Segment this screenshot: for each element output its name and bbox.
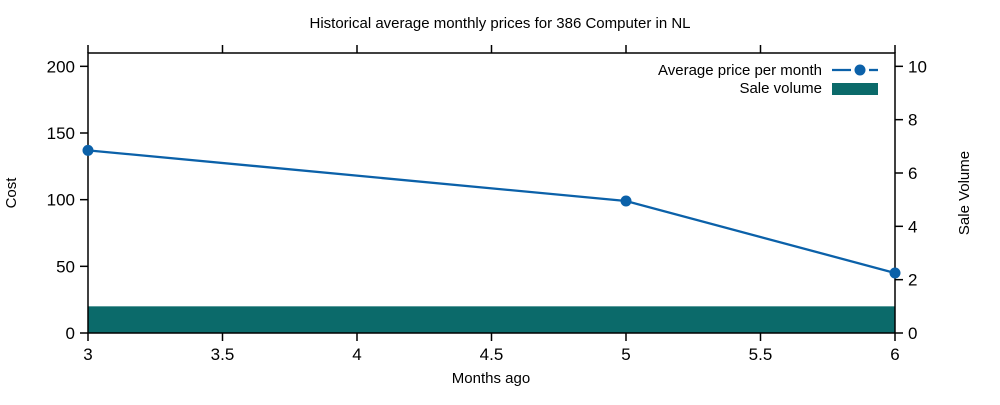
legend-label-sale-volume: Sale volume — [739, 80, 822, 97]
x-tick-label: 3 — [83, 345, 92, 364]
y-right-tick-label: 10 — [908, 57, 927, 76]
y-axis-label-left: Cost — [3, 177, 20, 209]
y-left-tick-label: 150 — [47, 124, 75, 143]
x-tick-label: 3.5 — [211, 345, 235, 364]
price-point — [82, 144, 94, 156]
x-tick-label: 4.5 — [480, 345, 504, 364]
y-right-tick-label: 8 — [908, 111, 917, 130]
x-tick-label: 4 — [352, 345, 361, 364]
legend-label-average-price: Average price per month — [658, 62, 822, 79]
legend-samples — [832, 64, 878, 95]
legend-marker-sample — [854, 64, 866, 76]
chart-title: Historical average monthly prices for 38… — [310, 15, 691, 32]
y-right-tick-label: 4 — [908, 217, 917, 236]
x-tick-label: 5 — [621, 345, 630, 364]
y-right-tick-label: 0 — [908, 324, 917, 343]
price-point — [889, 267, 901, 279]
legend: Average price per month Sale volume — [658, 62, 878, 97]
y-left-tick-label: 100 — [47, 191, 75, 210]
y-right-tick-label: 6 — [908, 164, 917, 183]
x-tick-label: 5.5 — [749, 345, 773, 364]
y-left-tick-label: 0 — [66, 324, 75, 343]
y-axis-label-right: Sale Volume — [956, 151, 973, 235]
x-axis-label: Months ago — [452, 370, 530, 387]
legend-bar-sample — [832, 83, 878, 95]
y-left-tick-label: 200 — [47, 57, 75, 76]
sale-volume-bar — [88, 306, 895, 333]
y-left-tick-label: 50 — [56, 257, 75, 276]
price-line — [87, 149, 896, 275]
x-tick-label: 6 — [890, 345, 899, 364]
price-point — [620, 195, 632, 207]
y-right-tick-label: 2 — [908, 271, 917, 290]
